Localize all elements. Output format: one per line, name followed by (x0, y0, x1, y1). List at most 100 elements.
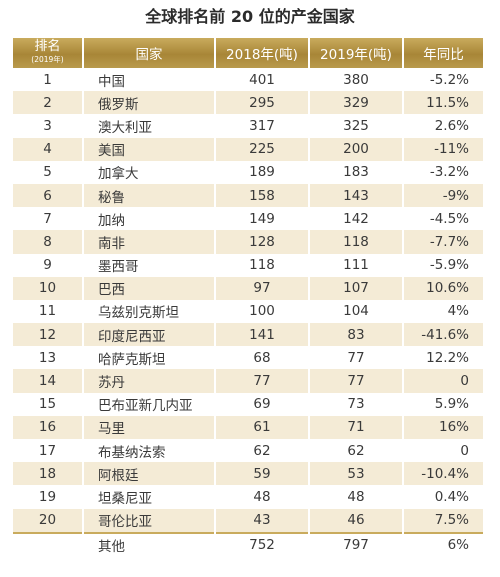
production-2018-cell: 141 (215, 323, 310, 347)
yoy-change-cell: -7.7% (403, 230, 483, 254)
rank-cell: 9 (13, 253, 84, 277)
production-2018-cell: 43 (215, 508, 310, 533)
country-cell: 哥伦比亚 (83, 508, 216, 533)
production-2019-cell: 183 (309, 160, 404, 184)
table-row: 2 俄罗斯 295 329 11.5% (13, 91, 483, 115)
production-2019-cell: 83 (309, 323, 404, 347)
table-header-row: 排名 (2019年) 国家 2018年(吨) 2019年(吨) 年同比 (13, 38, 483, 68)
rank-cell: 17 (13, 439, 84, 463)
production-2019-cell: 104 (309, 299, 404, 324)
gold-production-table: 排名 (2019年) 国家 2018年(吨) 2019年(吨) 年同比 1 中国 4… (13, 38, 483, 557)
table-row: 3 澳大利亚 317 325 2.6% (13, 114, 483, 138)
table-row: 13 哈萨克斯坦 68 77 12.2% (13, 346, 483, 370)
production-2019-cell: 46 (309, 508, 404, 533)
table-row: 20 哥伦比亚 43 46 7.5% (13, 508, 483, 533)
header-rank: 排名 (2019年) (13, 38, 84, 68)
rank-cell: 15 (13, 392, 84, 416)
rank-cell: 2 (13, 91, 84, 115)
yoy-change-cell: 4% (403, 299, 483, 324)
production-2018-cell: 48 (215, 485, 310, 509)
table-row: 1 中国 401 380 -5.2% (13, 68, 483, 92)
yoy-change-cell: 16% (403, 415, 483, 439)
country-cell: 加拿大 (83, 160, 216, 184)
production-2019-cell: 111 (309, 253, 404, 277)
country-cell: 印度尼西亚 (83, 323, 216, 347)
production-2018-cell: 77 (215, 369, 310, 393)
production-2018-cell: 158 (215, 183, 310, 208)
production-2018-cell: 295 (215, 91, 310, 115)
rank-cell: 14 (13, 369, 84, 393)
table-row: 4 美国 225 200 -11% (13, 137, 483, 161)
table-row: 9 墨西哥 118 111 -5.9% (13, 253, 483, 277)
country-cell: 哈萨克斯坦 (83, 346, 216, 370)
production-2019-cell: 62 (309, 439, 404, 463)
production-2019-cell: 380 (309, 68, 404, 92)
country-cell: 秘鲁 (83, 183, 216, 208)
header-rank-sublabel: (2019年) (31, 55, 64, 64)
production-2018-cell: 752 (215, 531, 310, 557)
page-title: 全球排名前 20 位的产金国家 (145, 7, 355, 26)
production-2019-cell: 118 (309, 230, 404, 254)
country-cell: 乌兹别克斯坦 (83, 299, 216, 324)
country-cell: 中国 (83, 68, 216, 92)
table-total-row: 其他 752 797 6% (13, 531, 483, 557)
table-row: 19 坦桑尼亚 48 48 0.4% (13, 485, 483, 509)
table-row: 18 阿根廷 59 53 -10.4% (13, 462, 483, 486)
production-2018-cell: 189 (215, 160, 310, 184)
table-row: 12 印度尼西亚 141 83 -41.6% (13, 323, 483, 347)
yoy-change-cell: 6% (403, 531, 483, 557)
production-2019-cell: 143 (309, 183, 404, 208)
production-2019-cell: 53 (309, 462, 404, 486)
production-2019-cell: 77 (309, 346, 404, 370)
country-cell: 苏丹 (83, 369, 216, 393)
production-2019-cell: 71 (309, 415, 404, 439)
country-cell: 布基纳法索 (83, 439, 216, 463)
production-2018-cell: 149 (215, 207, 310, 231)
yoy-change-cell: 7.5% (403, 508, 483, 533)
rank-cell: 4 (13, 137, 84, 161)
table-row: 10 巴西 97 107 10.6% (13, 276, 483, 300)
production-2019-cell: 107 (309, 276, 404, 300)
yoy-change-cell: 12.2% (403, 346, 483, 370)
rank-cell: 19 (13, 485, 84, 509)
country-cell: 马里 (83, 415, 216, 439)
header-2019: 2019年(吨) (309, 38, 404, 68)
yoy-change-cell: 5.9% (403, 392, 483, 416)
rank-cell: 8 (13, 230, 84, 254)
rank-cell: 10 (13, 276, 84, 300)
rank-cell: 6 (13, 183, 84, 208)
table-row: 8 南非 128 118 -7.7% (13, 230, 483, 254)
country-cell: 墨西哥 (83, 253, 216, 277)
yoy-change-cell: 0 (403, 439, 483, 463)
production-2018-cell: 401 (215, 68, 310, 92)
production-2018-cell: 68 (215, 346, 310, 370)
yoy-change-cell: 0 (403, 369, 483, 393)
header-country: 国家 (83, 38, 216, 68)
table-row: 15 巴布亚新几内亚 69 73 5.9% (13, 392, 483, 416)
header-rank-label: 排名 (34, 39, 61, 54)
table-row: 17 布基纳法索 62 62 0 (13, 439, 483, 463)
rank-cell: 20 (13, 508, 84, 533)
production-2019-cell: 142 (309, 207, 404, 231)
country-cell: 俄罗斯 (83, 91, 216, 115)
table-row: 7 加纳 149 142 -4.5% (13, 207, 483, 231)
production-2018-cell: 97 (215, 276, 310, 300)
production-2018-cell: 317 (215, 114, 310, 138)
country-cell: 澳大利亚 (83, 114, 216, 138)
production-2018-cell: 128 (215, 230, 310, 254)
production-2018-cell: 100 (215, 299, 310, 324)
production-2019-cell: 797 (309, 531, 404, 557)
yoy-change-cell: 10.6% (403, 276, 483, 300)
yoy-change-cell: -9% (403, 183, 483, 208)
production-2018-cell: 118 (215, 253, 310, 277)
country-cell: 阿根廷 (83, 462, 216, 486)
table-row: 5 加拿大 189 183 -3.2% (13, 160, 483, 184)
country-cell: 其他 (83, 531, 216, 557)
rank-cell: 1 (13, 68, 84, 92)
country-cell: 南非 (83, 230, 216, 254)
rank-cell: 5 (13, 160, 84, 184)
production-2019-cell: 73 (309, 392, 404, 416)
production-2019-cell: 325 (309, 114, 404, 138)
yoy-change-cell: -4.5% (403, 207, 483, 231)
rank-cell: 16 (13, 415, 84, 439)
